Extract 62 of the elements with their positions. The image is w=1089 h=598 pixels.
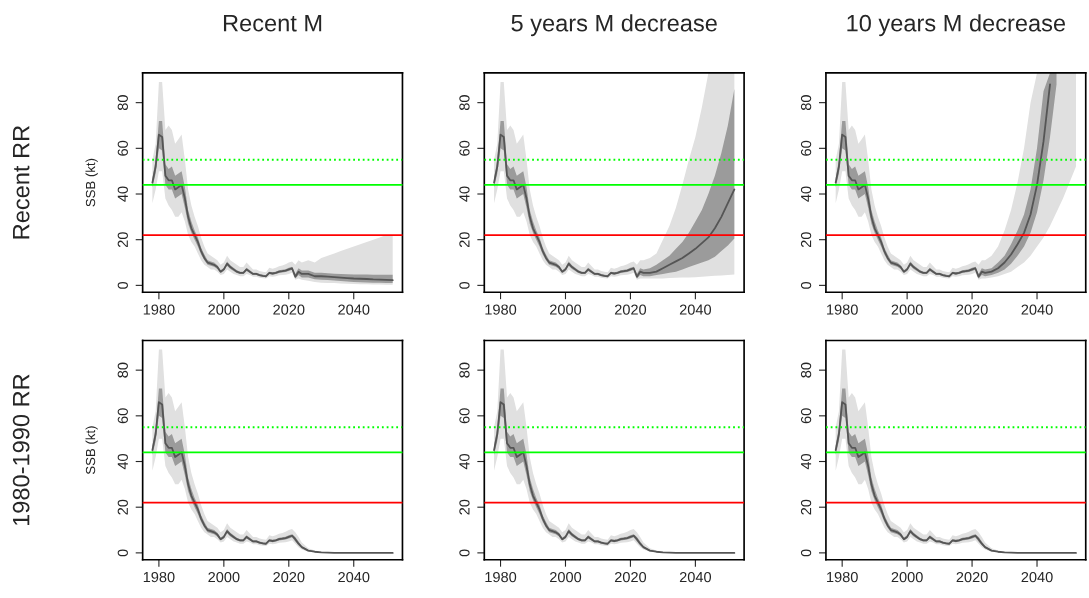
y-tick-label: 20: [117, 232, 128, 248]
x-tick-label: 2000: [208, 571, 240, 583]
y-tick-label: 20: [459, 499, 470, 515]
x-tick-label: 2020: [273, 304, 305, 315]
y-tick-label: 40: [459, 453, 470, 470]
y-tick-label: 60: [117, 140, 128, 156]
y-tick-label: 20: [459, 232, 470, 248]
y-tick-label: 40: [459, 186, 470, 202]
y-tick-label: 80: [800, 95, 812, 111]
y-tick-label: 0: [117, 281, 128, 289]
y-tick-label: 60: [800, 408, 812, 424]
x-tick-label: 2000: [550, 304, 582, 315]
y-tick-label: 20: [800, 232, 812, 248]
x-tick-label: 2020: [956, 304, 988, 315]
x-tick-label: 2040: [679, 304, 712, 315]
y-tick-label: 80: [459, 362, 470, 378]
y-tick-label: 0: [117, 549, 128, 557]
x-tick-label: 2040: [1021, 304, 1053, 315]
y-axis-title: SSB (kt): [85, 158, 98, 207]
x-tick-label: 2040: [338, 304, 370, 315]
chart-title: 5 years M decrease: [511, 14, 717, 37]
x-tick-label: 2000: [891, 304, 923, 315]
y-tick-label: 60: [117, 408, 128, 424]
x-tick-label: 2000: [550, 571, 582, 583]
chart-title: 10 years M decrease: [847, 14, 1066, 37]
y-tick-label: 40: [800, 186, 812, 202]
x-tick-label: 1980: [485, 571, 517, 583]
y-tick-label: 60: [459, 408, 470, 424]
y-tick-label: 80: [459, 95, 470, 111]
x-tick-label: 1980: [827, 304, 858, 315]
y-tick-label: 20: [117, 499, 128, 515]
chart-title: Recent M: [223, 15, 322, 32]
y-tick-label: 60: [800, 140, 812, 156]
y-tick-label: 0: [800, 281, 812, 289]
x-tick-label: 2040: [338, 571, 370, 583]
x-tick-label: 2040: [1021, 571, 1053, 583]
line-series: [493, 133, 736, 278]
x-tick-label: 1980: [485, 304, 517, 315]
x-tick-label: 1980: [827, 571, 858, 583]
y-tick-label: 40: [800, 453, 812, 470]
y-tick-label: 40: [117, 186, 128, 202]
text: Recent RR: [13, 125, 30, 239]
y-tick-label: 80: [800, 362, 812, 378]
x-tick-label: 2020: [614, 571, 647, 583]
y-tick-label: 80: [117, 95, 128, 111]
x-tick-label: 2020: [614, 304, 647, 315]
y-tick-label: 0: [800, 549, 812, 557]
y-tick-label: 80: [117, 362, 128, 378]
x-tick-label: 2040: [679, 571, 712, 583]
x-tick-label: 2000: [208, 304, 240, 315]
text: 1980-1990 RR: [12, 374, 30, 526]
x-tick-label: 1980: [143, 571, 175, 583]
x-tick-label: 2020: [956, 571, 988, 583]
y-tick-label: 60: [459, 140, 470, 156]
y-tick-label: 20: [800, 499, 812, 515]
y-axis-title: SSB (kt): [85, 426, 98, 475]
y-tick-label: 0: [459, 281, 470, 289]
x-tick-label: 2020: [273, 571, 305, 583]
x-tick-label: 2000: [891, 571, 923, 583]
x-tick-label: 1980: [143, 304, 175, 315]
y-tick-label: 0: [459, 549, 470, 557]
y-tick-label: 40: [117, 453, 128, 470]
